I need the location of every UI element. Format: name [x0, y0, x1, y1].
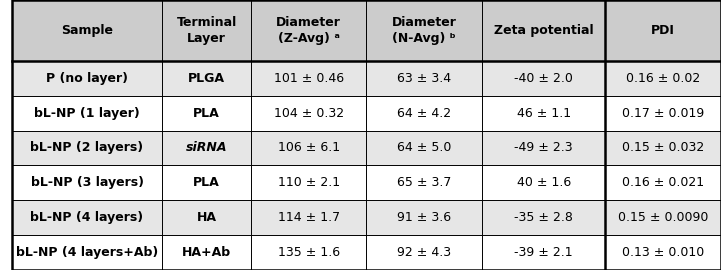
Bar [162, 165, 251, 200]
Bar [366, 0, 482, 61]
Text: bL-NP (2 layers): bL-NP (2 layers) [30, 141, 143, 154]
Text: Terminal
Layer: Terminal Layer [177, 16, 236, 45]
Text: Diameter
(N-Avg) ᵇ: Diameter (N-Avg) ᵇ [392, 16, 456, 45]
Text: Zeta potential: Zeta potential [494, 24, 593, 37]
Bar [606, 130, 721, 165]
Text: 0.15 ± 0.032: 0.15 ± 0.032 [622, 141, 704, 154]
Bar [606, 165, 721, 200]
Text: -49 ± 2.3: -49 ± 2.3 [514, 141, 573, 154]
Bar [366, 165, 482, 200]
Bar [606, 61, 721, 96]
Text: P (no layer): P (no layer) [46, 72, 128, 85]
Text: -39 ± 2.1: -39 ± 2.1 [514, 246, 573, 259]
Bar [606, 235, 721, 270]
Text: 0.17 ± 0.019: 0.17 ± 0.019 [622, 107, 704, 120]
Bar [606, 0, 721, 61]
Bar [12, 235, 162, 270]
Text: 65 ± 3.7: 65 ± 3.7 [397, 176, 451, 189]
Text: Sample: Sample [61, 24, 113, 37]
Text: 0.16 ± 0.021: 0.16 ± 0.021 [622, 176, 704, 189]
Text: 0.16 ± 0.02: 0.16 ± 0.02 [626, 72, 700, 85]
Text: 92 ± 4.3: 92 ± 4.3 [397, 246, 451, 259]
Bar [366, 61, 482, 96]
Bar [162, 200, 251, 235]
Text: HA: HA [197, 211, 216, 224]
Text: PLA: PLA [193, 107, 220, 120]
Bar [251, 200, 366, 235]
Bar [482, 61, 606, 96]
Bar [482, 165, 606, 200]
Text: 0.13 ± 0.010: 0.13 ± 0.010 [622, 246, 704, 259]
Text: 104 ± 0.32: 104 ± 0.32 [273, 107, 344, 120]
Text: 0.15 ± 0.0090: 0.15 ± 0.0090 [618, 211, 708, 224]
Bar [482, 130, 606, 165]
Text: 91 ± 3.6: 91 ± 3.6 [397, 211, 451, 224]
Bar [12, 61, 162, 96]
Bar [482, 96, 606, 130]
Bar [366, 235, 482, 270]
Text: 106 ± 6.1: 106 ± 6.1 [278, 141, 340, 154]
Text: 64 ± 5.0: 64 ± 5.0 [397, 141, 451, 154]
Bar [366, 96, 482, 130]
Bar [251, 165, 366, 200]
Text: bL-NP (4 layers): bL-NP (4 layers) [30, 211, 143, 224]
Bar [12, 200, 162, 235]
Text: 110 ± 2.1: 110 ± 2.1 [278, 176, 340, 189]
Text: 114 ± 1.7: 114 ± 1.7 [278, 211, 340, 224]
Bar [162, 235, 251, 270]
Text: 63 ± 3.4: 63 ± 3.4 [397, 72, 451, 85]
Text: 40 ± 1.6: 40 ± 1.6 [517, 176, 571, 189]
Text: 46 ± 1.1: 46 ± 1.1 [517, 107, 571, 120]
Bar [366, 130, 482, 165]
Text: bL-NP (4 layers+Ab): bL-NP (4 layers+Ab) [16, 246, 158, 259]
Text: PLA: PLA [193, 176, 220, 189]
Bar [12, 96, 162, 130]
Bar [482, 0, 606, 61]
Bar [12, 0, 162, 61]
Bar [251, 96, 366, 130]
Text: siRNA: siRNA [186, 141, 227, 154]
Bar [162, 61, 251, 96]
Bar [162, 0, 251, 61]
Bar [251, 235, 366, 270]
Bar [251, 61, 366, 96]
Text: PLGA: PLGA [188, 72, 225, 85]
Bar [12, 130, 162, 165]
Bar [251, 130, 366, 165]
Text: 101 ± 0.46: 101 ± 0.46 [273, 72, 344, 85]
Text: bL-NP (1 layer): bL-NP (1 layer) [34, 107, 140, 120]
Text: -40 ± 2.0: -40 ± 2.0 [514, 72, 573, 85]
Text: -35 ± 2.8: -35 ± 2.8 [514, 211, 573, 224]
Text: bL-NP (3 layers): bL-NP (3 layers) [30, 176, 143, 189]
Text: PDI: PDI [651, 24, 675, 37]
Bar [251, 0, 366, 61]
Text: Diameter
(Z-Avg) ᵃ: Diameter (Z-Avg) ᵃ [276, 16, 341, 45]
Bar [162, 96, 251, 130]
Bar [162, 130, 251, 165]
Bar [606, 200, 721, 235]
Bar [482, 235, 606, 270]
Text: 64 ± 4.2: 64 ± 4.2 [397, 107, 451, 120]
Bar [482, 200, 606, 235]
Bar [606, 96, 721, 130]
Bar [12, 165, 162, 200]
Bar [366, 200, 482, 235]
Text: 135 ± 1.6: 135 ± 1.6 [278, 246, 340, 259]
Text: HA+Ab: HA+Ab [182, 246, 231, 259]
